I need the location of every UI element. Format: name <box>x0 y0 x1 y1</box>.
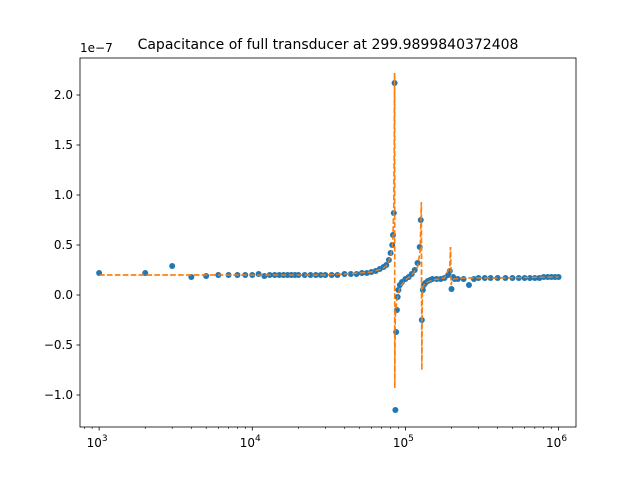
y-tick-label: 0.0 <box>54 288 73 302</box>
y-tick-label: 1.5 <box>54 138 73 152</box>
y-tick-label: −1.0 <box>44 388 73 402</box>
data-point <box>261 273 268 279</box>
y-offset-label: 1e−7 <box>80 41 113 55</box>
data-point <box>448 286 455 292</box>
data-point <box>526 275 533 281</box>
axes-frame <box>79 57 577 428</box>
data-point <box>307 272 314 278</box>
data-point <box>465 282 472 288</box>
data-point <box>353 271 360 277</box>
data-point <box>487 275 494 281</box>
y-tick-label: 1.0 <box>54 188 73 202</box>
data-point <box>255 271 262 277</box>
data-point <box>414 260 421 266</box>
data-point <box>169 263 176 269</box>
data-point <box>494 275 501 281</box>
data-point <box>203 273 210 279</box>
y-tick-label: 2.0 <box>54 88 73 102</box>
data-point <box>392 407 399 413</box>
data-point <box>411 267 418 273</box>
fit-line-overlay <box>99 72 559 389</box>
chart-title: Capacitance of full transducer at 299.98… <box>138 37 519 53</box>
y-tick-label: −0.5 <box>44 338 73 352</box>
data-point <box>276 272 283 278</box>
data-point <box>347 271 354 277</box>
data-point <box>363 270 370 276</box>
y-tick-label: 0.5 <box>54 238 73 252</box>
